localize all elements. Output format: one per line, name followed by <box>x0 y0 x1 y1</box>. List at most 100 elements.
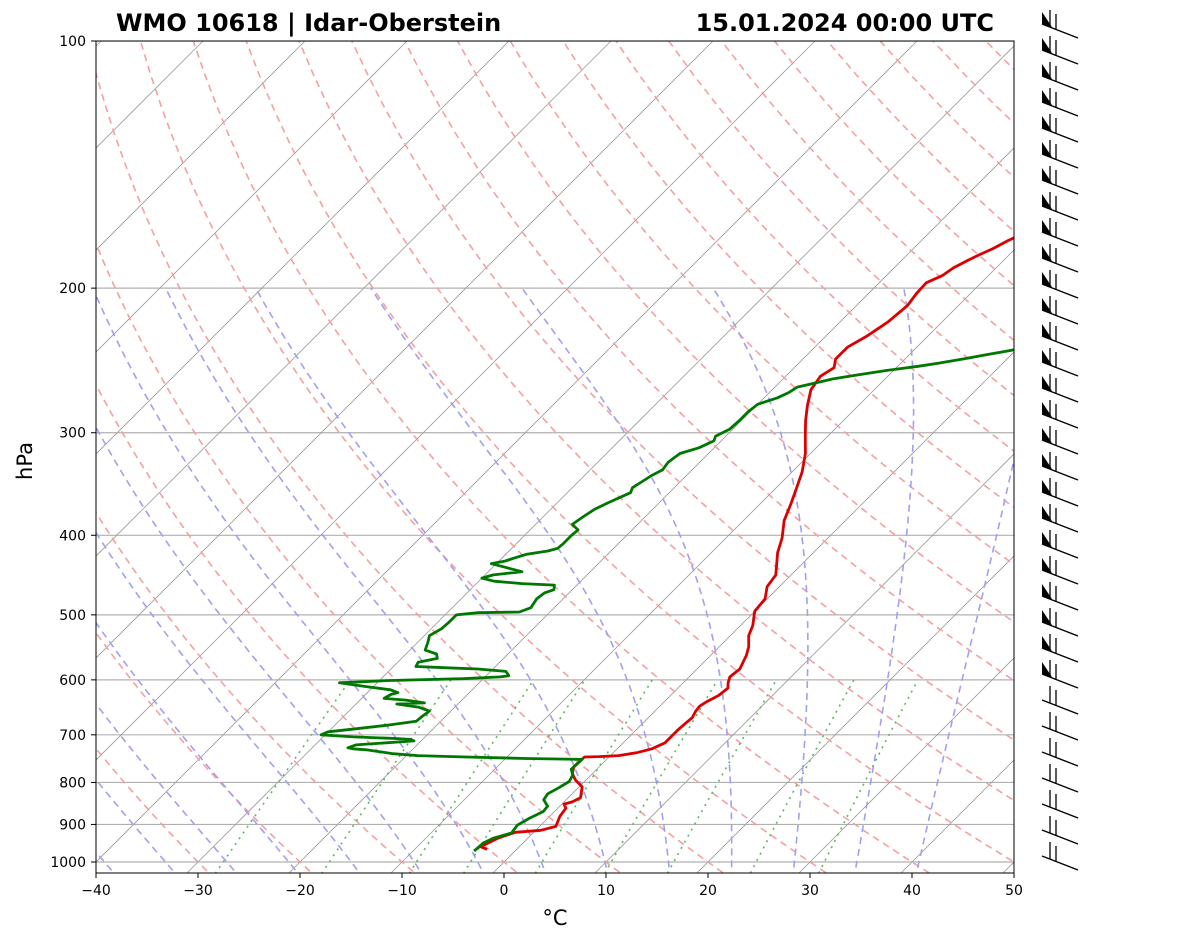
moist-adiabat <box>0 288 303 879</box>
wind-barb-staff <box>1042 180 1078 194</box>
isotherm-line <box>181 41 1019 879</box>
x-tick-label: 0 <box>500 883 509 899</box>
wind-barb-staff <box>1042 518 1078 532</box>
wind-barb-staff <box>1042 414 1078 428</box>
wind-barb-staff <box>1042 648 1078 662</box>
dry-adiabat <box>1039 41 1181 879</box>
isotherm-line <box>793 41 1181 879</box>
y-tick-label: 1000 <box>50 855 86 871</box>
moist-adiabat <box>915 288 1048 879</box>
x-tick-label: −30 <box>183 883 213 899</box>
y-tick-label: 400 <box>59 528 86 544</box>
dry-adiabat <box>458 41 1181 879</box>
wind-barb-staff <box>1042 752 1078 766</box>
isotherm-line <box>691 41 1181 879</box>
mixing-ratio-line <box>318 680 451 880</box>
wind-barb-staff <box>1042 622 1078 636</box>
wind-barb-staff <box>1042 570 1078 584</box>
moist-adiabat <box>0 288 242 879</box>
dry-adiabat <box>0 41 422 879</box>
isotherm-line <box>79 41 917 879</box>
x-tick-label: 40 <box>903 883 921 899</box>
isotherm-line <box>0 41 407 879</box>
wind-barb-staff <box>1042 50 1078 64</box>
mixing-ratio-line <box>532 680 653 880</box>
y-tick-label: 900 <box>59 817 86 833</box>
wind-barb-staff <box>1042 336 1078 350</box>
wind-barb-staff <box>1042 284 1078 298</box>
x-tick-label: 50 <box>1005 883 1023 899</box>
dry-adiabat <box>405 41 1181 879</box>
wind-barb-staff <box>1042 544 1078 558</box>
moist-adiabat <box>713 288 808 879</box>
moist-adiabat <box>93 288 487 879</box>
dry-adiabat <box>827 41 1181 879</box>
y-tick-label: 700 <box>59 728 86 744</box>
y-tick-label: 600 <box>59 673 86 689</box>
wind-barb-staff <box>1042 830 1078 844</box>
wind-barb-staff <box>1042 362 1078 376</box>
y-axis-label: hPa <box>13 442 37 480</box>
wind-barb-staff <box>1042 700 1078 714</box>
moist-adiabat <box>0 288 181 879</box>
dry-adiabat <box>563 41 1181 879</box>
axis-ticks: −40 −30 −20 −10 0 10 20 30 40 50 100 200 300 400 500 60… <box>50 34 1023 899</box>
x-tick-label: −20 <box>285 883 315 899</box>
moist-adiabat <box>166 288 548 879</box>
background-lines <box>0 41 1181 879</box>
y-tick-label: 200 <box>59 281 86 297</box>
isotherm-line <box>385 41 1181 879</box>
mixing-ratio-line <box>747 680 854 880</box>
wind-barb-staff <box>1042 674 1078 688</box>
temperature-line <box>481 41 1181 849</box>
y-tick-label: 500 <box>59 608 86 624</box>
wind-barb-staff <box>1042 596 1078 610</box>
wind-barb-staff <box>1042 102 1078 116</box>
wind-barb-staff <box>1042 466 1078 480</box>
isotherm-line <box>0 41 509 879</box>
dry-adiabat <box>933 41 1181 879</box>
dry-adiabat <box>141 41 837 879</box>
y-tick-label: 100 <box>59 34 86 50</box>
y-tick-label: 300 <box>59 426 86 442</box>
x-tick-label: 30 <box>801 883 819 899</box>
title-right: 15.01.2024 00:00 UTC <box>696 9 994 37</box>
wind-barb-staff <box>1042 856 1078 870</box>
wind-barb-staff <box>1042 726 1078 740</box>
wind-barb-staff <box>1042 388 1078 402</box>
x-tick-label: 20 <box>699 883 717 899</box>
dry-adiabat <box>246 41 1043 879</box>
isotherm-line <box>1099 41 1181 879</box>
dry-adiabat <box>1092 41 1181 879</box>
dry-adiabat <box>669 41 1181 879</box>
wind-barb-staff <box>1042 492 1078 506</box>
x-tick-label: −10 <box>387 883 417 899</box>
mixing-ratio-line <box>460 680 585 880</box>
wind-barb-staff <box>1042 206 1078 220</box>
dry-adiabat <box>510 41 1181 879</box>
wind-barb-staff <box>1042 258 1078 272</box>
isotherm-line <box>0 41 713 879</box>
title-left: WMO 10618 | Idar-Oberstein <box>116 9 501 37</box>
isotherm-line <box>0 41 611 879</box>
dry-adiabat <box>0 41 319 879</box>
x-tick-label: 10 <box>597 883 615 899</box>
x-axis-label: °C <box>542 906 567 930</box>
isotherm-line <box>895 41 1181 879</box>
y-tick-label: 800 <box>59 775 86 791</box>
mixing-ratio-line <box>816 680 918 880</box>
wind-barb-staff <box>1042 310 1078 324</box>
dry-adiabat <box>299 41 1146 879</box>
wind-barb-staff <box>1042 128 1078 142</box>
dry-adiabat <box>1144 41 1181 879</box>
isotherm-line <box>997 41 1181 879</box>
isotherm-line <box>0 41 305 879</box>
wind-barb-staff <box>1042 154 1078 168</box>
wind-barb-staff <box>1042 76 1078 90</box>
x-tick-label: −40 <box>81 883 111 899</box>
wind-barb-staff <box>1042 440 1078 454</box>
dry-adiabat <box>880 41 1181 879</box>
wind-barb-staff <box>1042 24 1078 38</box>
